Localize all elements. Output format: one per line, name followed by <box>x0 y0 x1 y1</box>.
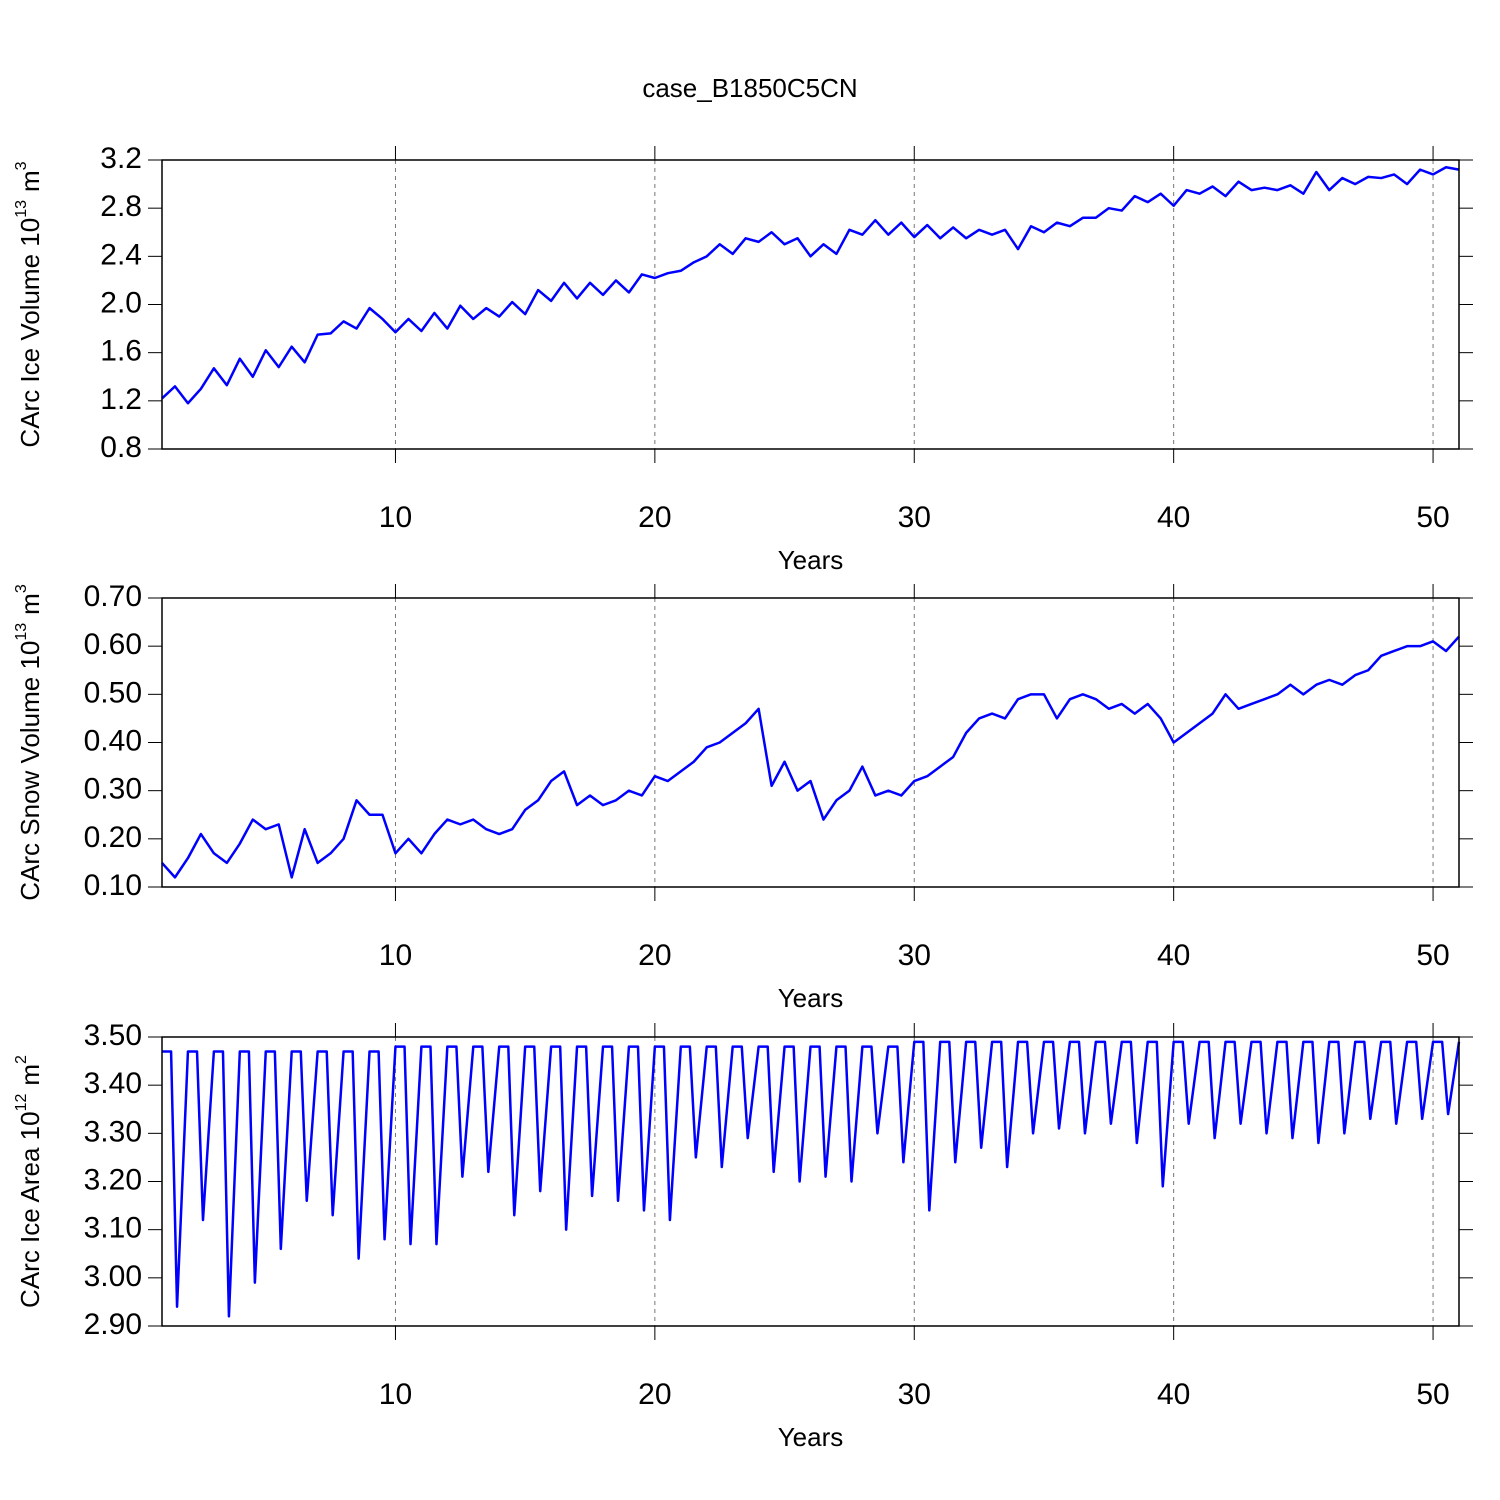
y-tick-label: 0.40 <box>84 724 142 757</box>
y-tick-label: 3.20 <box>84 1163 142 1196</box>
y-axis-title: CArc Ice Area 1012 m2 <box>13 1055 45 1308</box>
x-tick-label: 20 <box>638 939 671 972</box>
x-tick-label: 40 <box>1157 939 1190 972</box>
y-axis-title-unit-exponent: 3 <box>13 161 30 170</box>
y-axis-title: CArc Ice Volume 1013 m3 <box>13 161 45 447</box>
y-tick-label: 3.00 <box>84 1260 142 1293</box>
y-axis-title-unit: m <box>15 1064 45 1086</box>
x-tick-label: 40 <box>1157 1378 1190 1411</box>
y-tick-label: 0.60 <box>84 628 142 661</box>
x-tick-label: 50 <box>1416 1378 1449 1411</box>
x-tick-label: 20 <box>638 501 671 534</box>
y-tick-label: 3.10 <box>84 1212 142 1245</box>
y-axis-title: CArc Snow Volume 1013 m3 <box>13 584 45 901</box>
y-tick-label: 3.2 <box>100 142 142 175</box>
y-axis-title-unit-exponent: 3 <box>13 584 30 593</box>
y-axis-title-text: CArc Ice Volume 10 <box>15 218 45 448</box>
y-tick-label: 3.50 <box>84 1019 142 1052</box>
y-axis-title-exponent: 13 <box>13 623 30 641</box>
y-tick-label: 3.40 <box>84 1067 142 1100</box>
x-axis-title: Years <box>778 1422 844 1452</box>
x-axis-title: Years <box>778 545 844 575</box>
y-axis-title-unit-exponent: 2 <box>13 1055 30 1064</box>
x-tick-label: 50 <box>1416 501 1449 534</box>
x-tick-label: 20 <box>638 1378 671 1411</box>
y-tick-label: 0.50 <box>84 676 142 709</box>
x-tick-label: 30 <box>898 1378 931 1411</box>
x-axis-title: Years <box>778 983 844 1013</box>
y-axis-title-text: CArc Ice Area 10 <box>15 1111 45 1308</box>
data-line <box>161 165 1460 405</box>
x-tick-label: 10 <box>379 939 412 972</box>
y-tick-label: 0.70 <box>84 580 142 613</box>
y-axis-title-exponent: 13 <box>13 200 30 218</box>
x-tick-label: 30 <box>898 939 931 972</box>
y-tick-label: 2.4 <box>100 238 142 271</box>
y-tick-label: 3.30 <box>84 1115 142 1148</box>
x-tick-label: 10 <box>379 501 412 534</box>
y-tick-label: 0.30 <box>84 773 142 806</box>
x-tick-label: 40 <box>1157 501 1190 534</box>
chart-title: case_B1850C5CN <box>642 73 857 103</box>
y-axis-title-unit: m <box>15 593 45 615</box>
plot-frame <box>161 597 1460 888</box>
y-tick-label: 2.8 <box>100 190 142 223</box>
y-tick-label: 0.8 <box>100 431 142 464</box>
y-tick-label: 1.6 <box>100 335 142 368</box>
y-tick-label: 2.90 <box>84 1308 142 1341</box>
y-axis-title-text: CArc Snow Volume 10 <box>15 641 45 901</box>
x-tick-label: 30 <box>898 501 931 534</box>
y-tick-label: 1.2 <box>100 383 142 416</box>
y-tick-label: 2.0 <box>100 286 142 319</box>
plot-frame <box>161 159 1460 450</box>
y-axis-title-unit: m <box>15 170 45 192</box>
x-tick-label: 50 <box>1416 939 1449 972</box>
y-tick-label: 0.10 <box>84 869 142 902</box>
y-axis-title-exponent: 12 <box>13 1094 30 1112</box>
x-tick-label: 10 <box>379 1378 412 1411</box>
data-line <box>161 635 1460 879</box>
plot-frame <box>161 1036 1460 1327</box>
data-line <box>162 1040 1461 1318</box>
y-tick-label: 0.20 <box>84 821 142 854</box>
